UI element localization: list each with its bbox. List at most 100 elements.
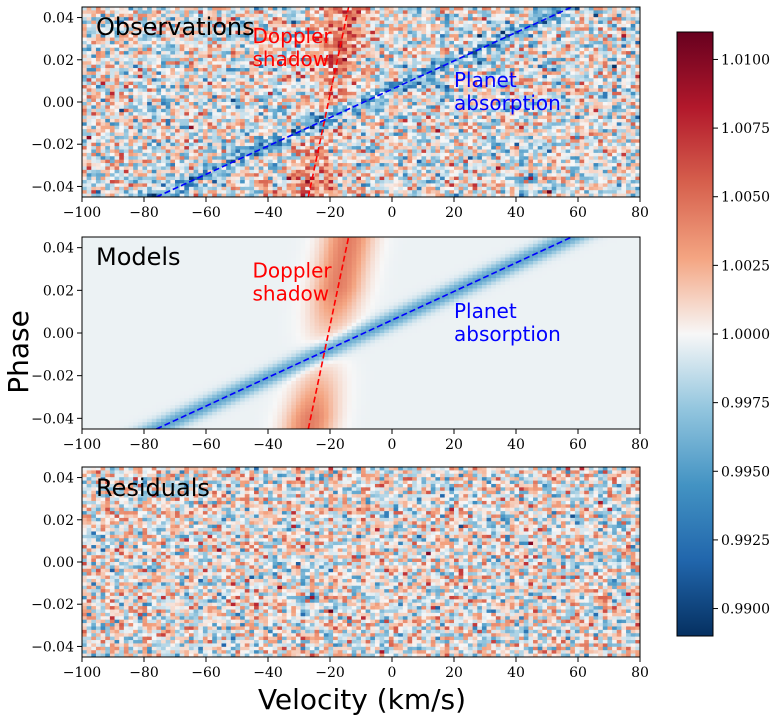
heatmap-cell [491,115,497,120]
heatmap-cell [635,10,640,15]
heatmap-cell [379,44,385,49]
heatmap-cell [323,40,330,45]
heatmap-cell [300,44,306,49]
heatmap-cell [426,34,432,39]
heatmap-cell [216,118,223,123]
heatmap-cell [123,68,130,73]
heatmap-cell [565,20,571,25]
heatmap-cell [560,125,567,130]
heatmap-cell [556,37,562,42]
heatmap-cell [430,88,436,93]
heatmap-cell [333,64,339,69]
heatmap-cell [612,51,618,56]
heatmap-cell [393,30,399,35]
heatmap-cell [216,88,223,93]
heatmap-cell [91,122,97,127]
heatmap-cell [556,132,562,137]
heatmap-cell [500,95,506,100]
heatmap-cell [82,105,88,110]
heatmap-cell [458,91,464,96]
heatmap-cell [407,44,413,49]
heatmap-cell [588,34,595,39]
heatmap-cell [635,129,640,134]
heatmap-cell [523,88,529,93]
heatmap-cell [184,23,190,28]
heatmap-cell [198,34,204,39]
heatmap-cell [323,54,330,59]
heatmap-cell [207,118,213,123]
heatmap-cell [249,61,255,66]
heatmap-cell [365,37,371,42]
heatmap-cell [212,34,218,39]
heatmap-cell [579,108,585,113]
heatmap-cell [305,44,311,49]
heatmap-cell [598,47,604,52]
heatmap-cell [230,20,237,25]
heatmap-cell [212,74,218,79]
heatmap-cell [398,13,404,18]
heatmap-cell [449,95,455,100]
heatmap-cell [268,71,274,76]
heatmap-cell [147,54,153,59]
heatmap-cell [188,51,195,56]
heatmap-cell [351,132,357,137]
heatmap-cell [82,13,88,18]
heatmap-cell [598,7,604,11]
heatmap-cell [198,57,204,62]
heatmap-cell [119,51,125,56]
heatmap-cell [560,34,567,39]
heatmap-cell [505,64,511,69]
heatmap-cell [347,118,353,123]
heatmap-cell [500,10,506,15]
heatmap-cell [254,125,260,130]
heatmap-cell [170,27,176,32]
heatmap-cell [616,10,622,15]
heatmap-cell [291,105,297,110]
heatmap-cell [254,71,260,76]
heatmap-cell [412,142,418,147]
heatmap-cell [514,129,520,134]
heatmap-cell [463,44,469,49]
heatmap-cell [147,13,153,18]
heatmap-cell [249,135,255,140]
heatmap-cell [398,102,404,106]
heatmap-cell [82,57,88,62]
heatmap-cell [323,20,330,25]
heatmap-cell [184,85,190,90]
heatmap-cell [500,122,506,127]
heatmap-cell [277,23,283,28]
heatmap-cell [514,122,520,127]
heatmap-cell [198,64,204,69]
heatmap-cell [86,30,92,35]
heatmap-cell [505,51,511,56]
heatmap-cell [421,122,427,127]
heatmap-cell [109,78,116,83]
heatmap-cell [249,17,255,22]
heatmap-cell [263,30,269,35]
heatmap-cell [388,118,395,123]
heatmap-cell [584,112,590,117]
heatmap-cell [537,98,543,103]
heatmap-cell [426,30,432,35]
heatmap-cell [584,47,590,52]
heatmap-cell [602,132,609,137]
heatmap-cell [416,129,423,134]
heatmap-cell [216,17,223,22]
heatmap-cell [361,146,367,151]
heatmap-cell [542,37,548,42]
heatmap-cell [123,132,130,137]
heatmap-cell [435,139,441,144]
heatmap-cell [449,125,455,130]
heatmap-cell [198,122,204,127]
heatmap-cell [565,142,571,147]
heatmap-cell [458,37,464,42]
heatmap-cell [161,44,167,49]
heatmap-cell [514,91,520,96]
heatmap-cell [268,142,274,147]
heatmap-cell [556,20,562,25]
heatmap-cell [398,139,404,144]
heatmap-cell [119,61,125,66]
heatmap-cell [481,51,488,56]
heatmap-cell [240,139,246,144]
heatmap-cell [198,115,204,120]
